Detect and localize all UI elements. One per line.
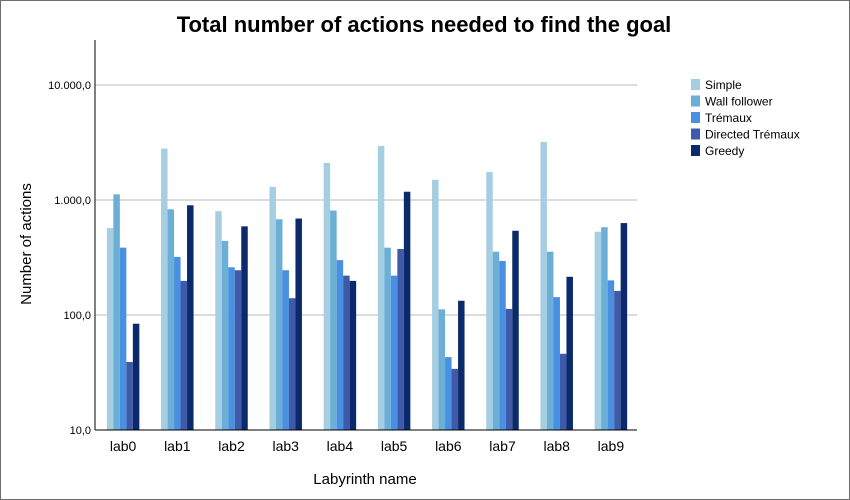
bar [384,247,391,430]
bar [377,145,385,431]
x-tick-label: lab0 [110,438,137,454]
legend-label: Directed Trémaux [705,128,800,142]
legend-label: Greedy [705,144,744,158]
bar [234,270,242,430]
bar [559,353,567,430]
bar [594,231,602,430]
bar [445,357,452,430]
legend-swatch [691,112,700,123]
legend-label: Trémaux [705,111,752,125]
bar [620,223,628,430]
bar [180,280,188,430]
y-tick-labels: 10,0 100,0 1.000,0 10.000,0 [48,80,91,437]
axes [94,40,637,431]
bar [113,194,120,430]
bar [221,241,229,430]
bar [553,297,560,430]
legend-label: Wall follower [705,95,773,109]
bar [228,267,235,430]
bar [288,298,296,430]
x-axis-label: Labyrinth name [313,471,416,488]
bar [269,186,276,430]
y-tick-label: 100,0 [63,310,91,322]
bar [390,275,398,430]
bar [601,227,608,430]
x-tick-label: lab6 [435,438,462,454]
bar [614,290,621,430]
bar [451,368,459,430]
x-tick-label: lab2 [218,438,245,454]
bar [397,248,404,430]
bar [119,247,127,430]
x-tick-label: lab9 [598,438,625,454]
bar [241,226,248,430]
y-axis-label: Number of actions [18,183,35,305]
bar [161,148,168,430]
y-tick-label: 1.000,0 [54,195,91,207]
bar [458,300,465,430]
x-tick-label: lab3 [272,438,299,454]
legend-swatch [691,145,700,156]
bar [403,191,411,430]
bar [349,280,357,430]
bar [323,162,331,431]
bar [546,251,554,430]
x-tick-label: lab1 [164,438,191,454]
chart-title: Total number of actions needed to find t… [177,12,672,37]
x-tick-label: lab5 [381,438,408,454]
bar [336,260,344,430]
bar [106,228,114,430]
legend-swatch [691,128,700,140]
bar [132,323,140,430]
bar [330,210,337,430]
bar [432,179,439,430]
bar [275,219,283,430]
legend-swatch [691,79,700,90]
bar [438,309,446,430]
bars [106,141,628,431]
legend-label: Simple [705,78,742,92]
x-tick-label: lab8 [543,438,570,454]
bar [540,141,547,430]
legend: Simple Wall follower Trémaux Directed Tréma… [691,78,800,158]
legend-swatch [691,95,700,107]
bar [505,308,513,430]
x-tick-label: lab7 [489,438,516,454]
y-tick-label: 10,0 [70,425,91,437]
bar [566,276,573,430]
bar [607,280,615,430]
y-tick-label: 10.000,0 [48,80,91,92]
x-tick-label: lab4 [327,438,354,454]
bar [126,362,133,430]
bar [282,270,289,430]
bar [215,211,222,430]
bar [187,205,194,430]
bar [486,172,493,430]
bar [167,209,175,430]
bar [499,260,506,430]
bar [295,218,302,430]
bar [343,275,350,430]
x-tick-labels: lab0 lab1 lab2 lab3 lab4 lab5 lab6 lab7 lab8 lab9 [110,438,624,454]
bar [512,230,519,430]
bar [492,251,500,430]
bar [174,256,181,430]
